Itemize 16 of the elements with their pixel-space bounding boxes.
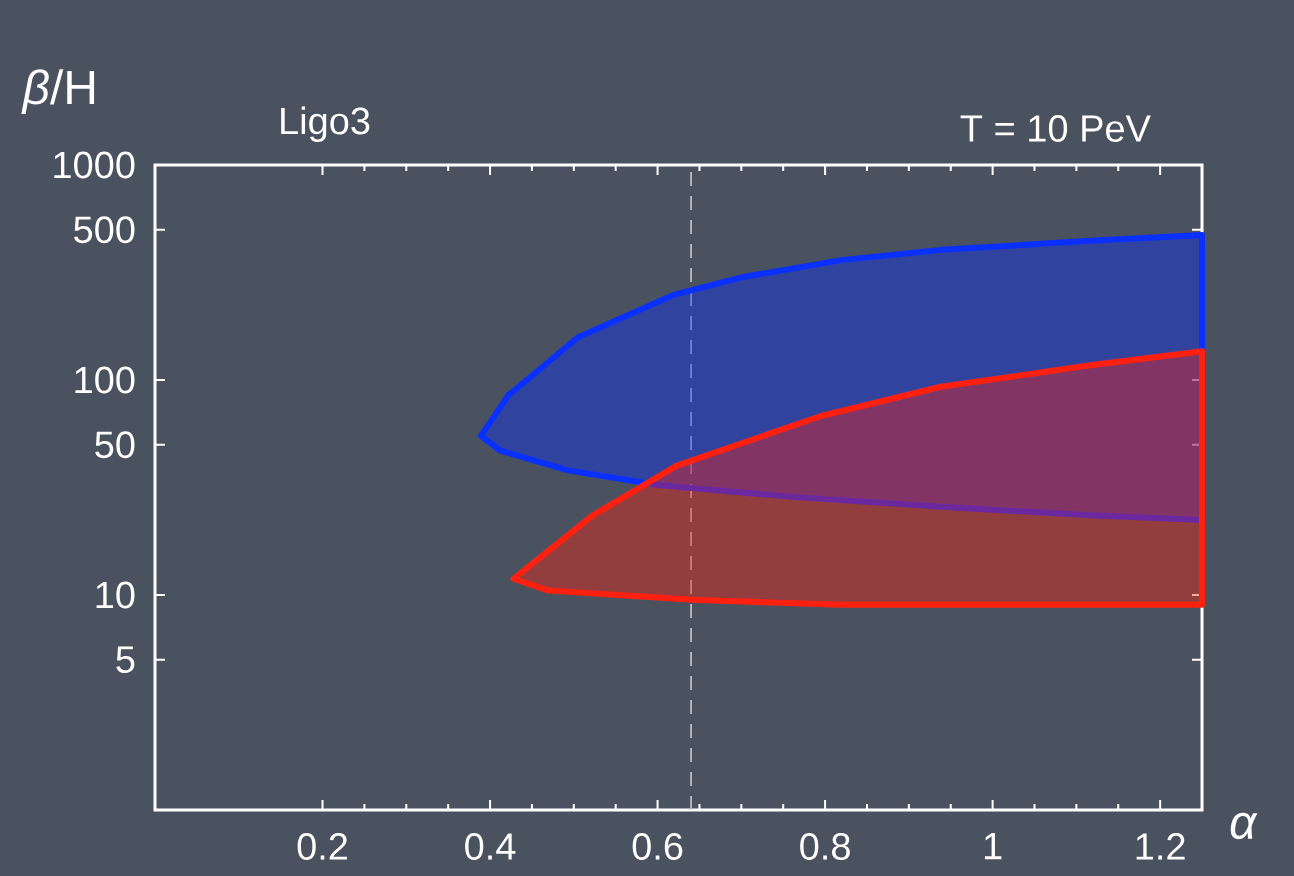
- text: T = 10 PeV: [960, 115, 1151, 142]
- y-axis-title: β/H: [21, 69, 95, 114]
- x-tick-label: 0.4: [465, 833, 516, 860]
- x-tick-label: 1.2: [1136, 833, 1185, 860]
- text: Ligo3: [281, 106, 370, 142]
- y-tick-label: 5: [116, 646, 135, 673]
- y-tick-label: 500: [74, 216, 135, 244]
- x-tick-label: 0.8: [800, 833, 850, 860]
- y-tick-label: 50: [95, 431, 135, 459]
- y-tick-label: 10: [96, 581, 135, 609]
- x-axis-title: α: [1230, 812, 1258, 840]
- x-tick-label: 0.2: [297, 833, 348, 860]
- y-tick-label: 1000: [54, 151, 135, 179]
- x-tick-label: 0.6: [632, 833, 683, 860]
- y-tick-label: 100: [75, 366, 135, 394]
- x-tick-label: 1: [984, 833, 1002, 860]
